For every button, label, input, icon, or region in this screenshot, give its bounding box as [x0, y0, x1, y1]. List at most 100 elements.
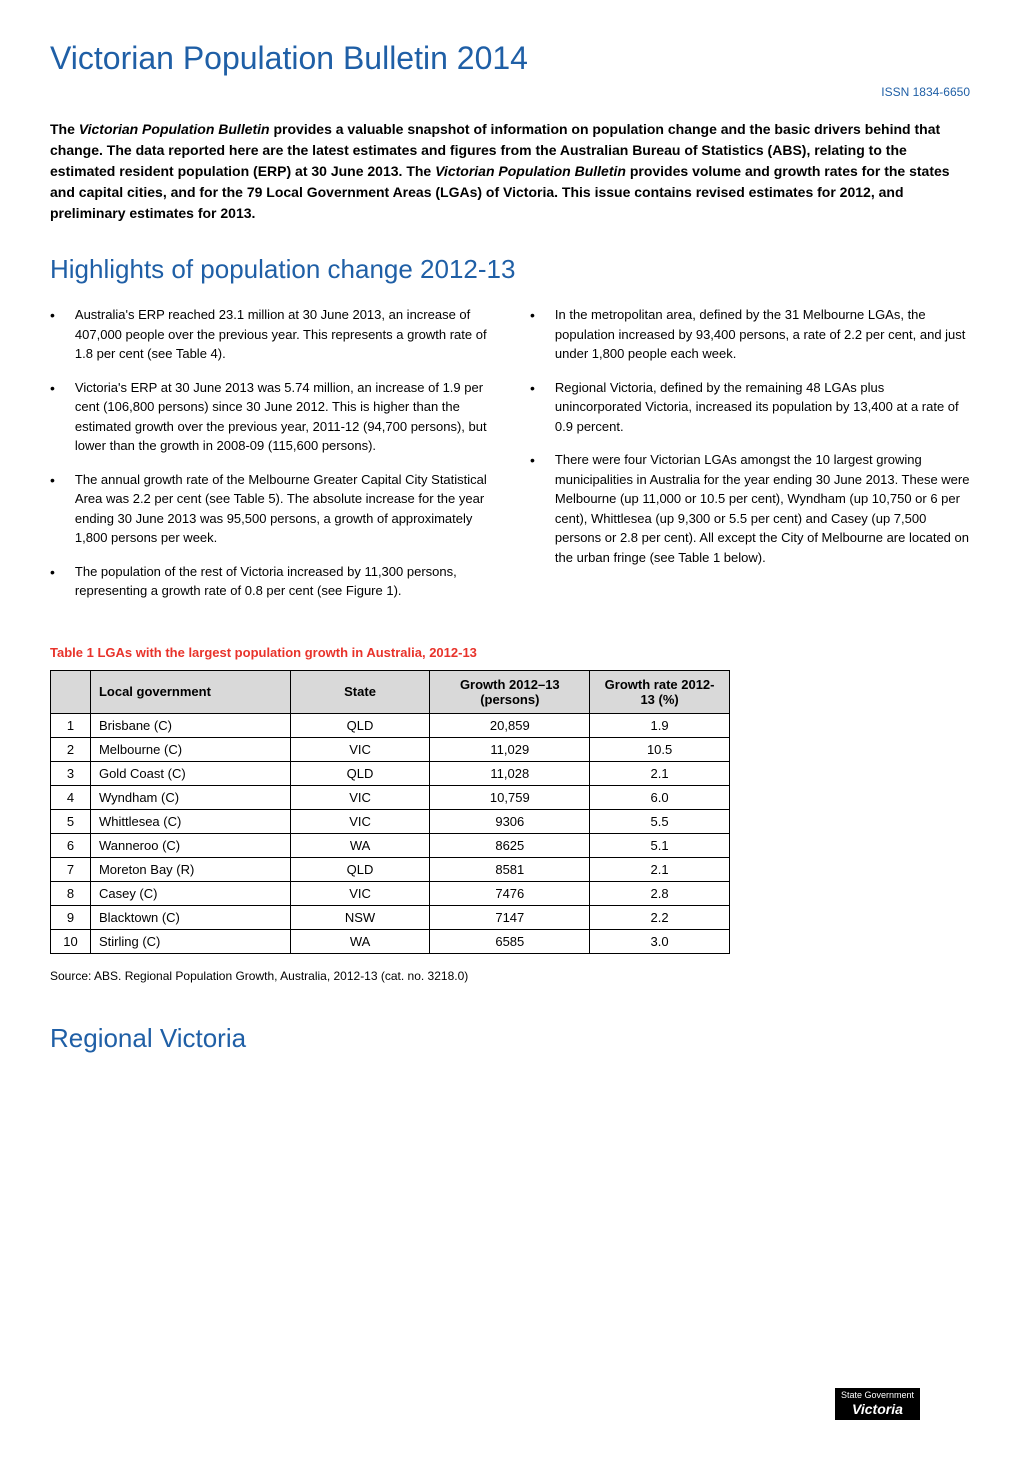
highlight-item: • Victoria's ERP at 30 June 2013 was 5.7…: [50, 378, 490, 456]
bullet-icon: •: [530, 450, 535, 567]
table-row: 8 Casey (C) VIC 7476 2.8: [51, 881, 730, 905]
table-cell: Stirling (C): [90, 929, 290, 953]
table-cell: Brisbane (C): [90, 713, 290, 737]
highlights-title: Highlights of population change 2012-13: [50, 254, 970, 285]
table-cell: 2.2: [590, 905, 730, 929]
table-header-row: Local government State Growth 2012–13 (p…: [51, 670, 730, 713]
intro-text-1: The: [50, 121, 79, 137]
bullet-icon: •: [530, 378, 535, 437]
table-cell: 1.9: [590, 713, 730, 737]
intro-italic-2: Victorian Population Bulletin: [435, 163, 626, 179]
table-cell: QLD: [290, 857, 430, 881]
table-cell: 5: [51, 809, 91, 833]
table-cell: VIC: [290, 737, 430, 761]
table-cell: 9306: [430, 809, 590, 833]
table-cell: 9: [51, 905, 91, 929]
table-cell: 7: [51, 857, 91, 881]
table-cell: Gold Coast (C): [90, 761, 290, 785]
table-cell: 8581: [430, 857, 590, 881]
highlight-text: Regional Victoria, defined by the remain…: [555, 378, 970, 437]
table-cell: Blacktown (C): [90, 905, 290, 929]
highlight-item: • The annual growth rate of the Melbourn…: [50, 470, 490, 548]
table-cell: Wanneroo (C): [90, 833, 290, 857]
highlight-text: In the metropolitan area, defined by the…: [555, 305, 970, 364]
table-cell: 3: [51, 761, 91, 785]
table-cell: 10: [51, 929, 91, 953]
table-cell: WA: [290, 929, 430, 953]
highlight-item: • Australia's ERP reached 23.1 million a…: [50, 305, 490, 364]
table-cell: 4: [51, 785, 91, 809]
issn-label: ISSN 1834-6650: [50, 85, 970, 99]
table-cell: 5.5: [590, 809, 730, 833]
table-cell: 8625: [430, 833, 590, 857]
table-row: 7 Moreton Bay (R) QLD 8581 2.1: [51, 857, 730, 881]
highlights-left-column: • Australia's ERP reached 23.1 million a…: [50, 305, 490, 615]
highlight-item: • There were four Victorian LGAs amongst…: [530, 450, 970, 567]
table-row: 2 Melbourne (C) VIC 11,029 10.5: [51, 737, 730, 761]
table-cell: Whittlesea (C): [90, 809, 290, 833]
highlight-text: Australia's ERP reached 23.1 million at …: [75, 305, 490, 364]
victoria-logo-icon: State Government Victoria: [835, 1388, 920, 1420]
page-wrapper: Victorian Population Bulletin 2014 ISSN …: [50, 40, 970, 1440]
table-cell: VIC: [290, 809, 430, 833]
bullet-icon: •: [50, 562, 55, 601]
table-cell: Casey (C): [90, 881, 290, 905]
table-cell: VIC: [290, 881, 430, 905]
footer-logo: State Government Victoria: [835, 1388, 920, 1420]
bullet-icon: •: [50, 470, 55, 548]
table-cell: 2.8: [590, 881, 730, 905]
table-cell: 5.1: [590, 833, 730, 857]
highlight-text: The annual growth rate of the Melbourne …: [75, 470, 490, 548]
table-cell: 7147: [430, 905, 590, 929]
table-title: Table 1 LGAs with the largest population…: [50, 645, 970, 660]
table-row: 9 Blacktown (C) NSW 7147 2.2: [51, 905, 730, 929]
table-cell: QLD: [290, 761, 430, 785]
highlights-container: • Australia's ERP reached 23.1 million a…: [50, 305, 970, 615]
regional-title: Regional Victoria: [50, 1023, 970, 1054]
table-cell: 11,029: [430, 737, 590, 761]
table-cell: 2.1: [590, 761, 730, 785]
table-cell: 2.1: [590, 857, 730, 881]
table-cell: Moreton Bay (R): [90, 857, 290, 881]
highlight-text: Victoria's ERP at 30 June 2013 was 5.74 …: [75, 378, 490, 456]
table-cell: 2: [51, 737, 91, 761]
highlight-item: • In the metropolitan area, defined by t…: [530, 305, 970, 364]
table-row: 5 Whittlesea (C) VIC 9306 5.5: [51, 809, 730, 833]
table-header: [51, 670, 91, 713]
table-cell: Melbourne (C): [90, 737, 290, 761]
table-cell: 6.0: [590, 785, 730, 809]
intro-italic-1: Victorian Population Bulletin: [79, 121, 270, 137]
table-cell: 6585: [430, 929, 590, 953]
table-header: Growth 2012–13 (persons): [430, 670, 590, 713]
table-cell: 10,759: [430, 785, 590, 809]
table-cell: 11,028: [430, 761, 590, 785]
table-cell: VIC: [290, 785, 430, 809]
table-cell: Wyndham (C): [90, 785, 290, 809]
highlights-right-column: • In the metropolitan area, defined by t…: [530, 305, 970, 615]
highlight-text: The population of the rest of Victoria i…: [75, 562, 490, 601]
table-cell: 20,859: [430, 713, 590, 737]
logo-text-bottom: Victoria: [841, 1401, 914, 1418]
table-row: 6 Wanneroo (C) WA 8625 5.1: [51, 833, 730, 857]
intro-paragraph: The Victorian Population Bulletin provid…: [50, 119, 970, 224]
table-cell: 3.0: [590, 929, 730, 953]
table-cell: 8: [51, 881, 91, 905]
table-cell: 6: [51, 833, 91, 857]
table-cell: 10.5: [590, 737, 730, 761]
table-row: 4 Wyndham (C) VIC 10,759 6.0: [51, 785, 730, 809]
logo-text-top: State Government: [841, 1390, 914, 1401]
table-cell: QLD: [290, 713, 430, 737]
lga-growth-table: Local government State Growth 2012–13 (p…: [50, 670, 730, 954]
table-cell: NSW: [290, 905, 430, 929]
table-header: State: [290, 670, 430, 713]
main-title: Victorian Population Bulletin 2014: [50, 40, 970, 77]
table-header: Growth rate 2012-13 (%): [590, 670, 730, 713]
table-row: 10 Stirling (C) WA 6585 3.0: [51, 929, 730, 953]
table-cell: 1: [51, 713, 91, 737]
highlight-item: • Regional Victoria, defined by the rema…: [530, 378, 970, 437]
table-cell: WA: [290, 833, 430, 857]
bullet-icon: •: [530, 305, 535, 364]
table-cell: 7476: [430, 881, 590, 905]
table-row: 3 Gold Coast (C) QLD 11,028 2.1: [51, 761, 730, 785]
table-row: 1 Brisbane (C) QLD 20,859 1.9: [51, 713, 730, 737]
